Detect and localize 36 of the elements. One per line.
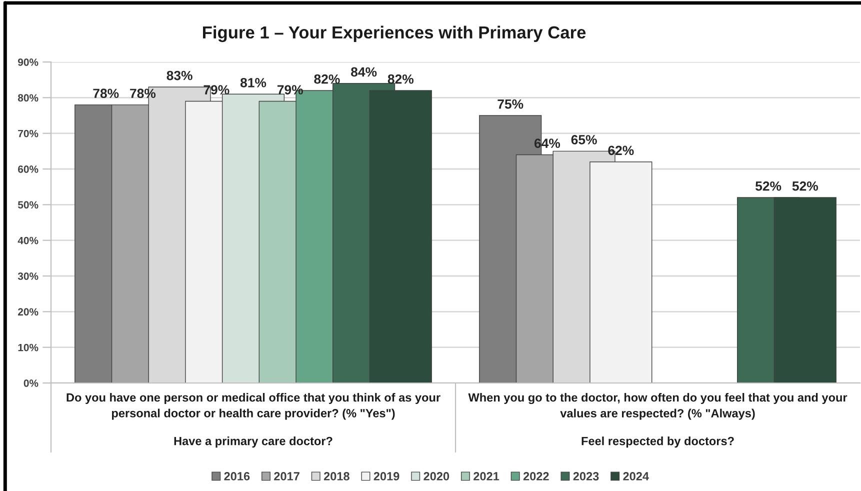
y-tick-label: 30% [18,272,38,280]
x-tick-label: Do you have one person or medical office that you think of as your personal doctor or health care provider? (% "Yes") [66,393,440,420]
data-label: 84% [351,67,377,77]
data-label: 52% [792,181,818,191]
x-tick-label: When you go to the doctor, how often do you feel that you and your values are respected? (% "Always) [468,393,848,420]
legend-label: 2023 [573,472,599,480]
y-tick-label: 0% [24,380,38,387]
data-label: 82% [388,74,414,84]
legend-label: 2021 [474,472,500,480]
data-label: 82% [314,74,340,84]
data-label: 52% [756,181,782,191]
y-tick-label: 60% [18,166,38,173]
data-label: 79% [277,85,303,94]
text: Feel respected by doctors? [582,436,734,448]
legend-label: 2022 [523,472,549,480]
legend-label: 2019 [374,472,400,480]
legend-label: 2020 [424,472,450,480]
legend-label: 2018 [324,472,350,480]
y-tick-label: 70% [18,130,38,138]
legend-label: 2017 [274,472,300,480]
y-tick-label: 10% [18,344,38,352]
data-label: 62% [608,146,634,156]
data-label: 75% [498,99,524,109]
y-tick-label: 90% [18,58,38,66]
y-tick-label: 40% [18,236,38,244]
legend-label: 2016 [224,472,250,480]
y-tick-label: 20% [18,308,38,316]
chart-title: Figure 1 – Your Experiences with Primary Care [203,26,586,42]
y-tick-label: 80% [18,94,38,102]
legend-label: 2024 [623,472,649,480]
data-label: 81% [240,78,266,88]
y-tick-label: 50% [18,201,38,209]
data-label: 65% [571,135,597,144]
data-label: 83% [166,70,192,80]
data-label: 78% [93,88,119,98]
text: Have a primary care doctor? [174,436,332,448]
